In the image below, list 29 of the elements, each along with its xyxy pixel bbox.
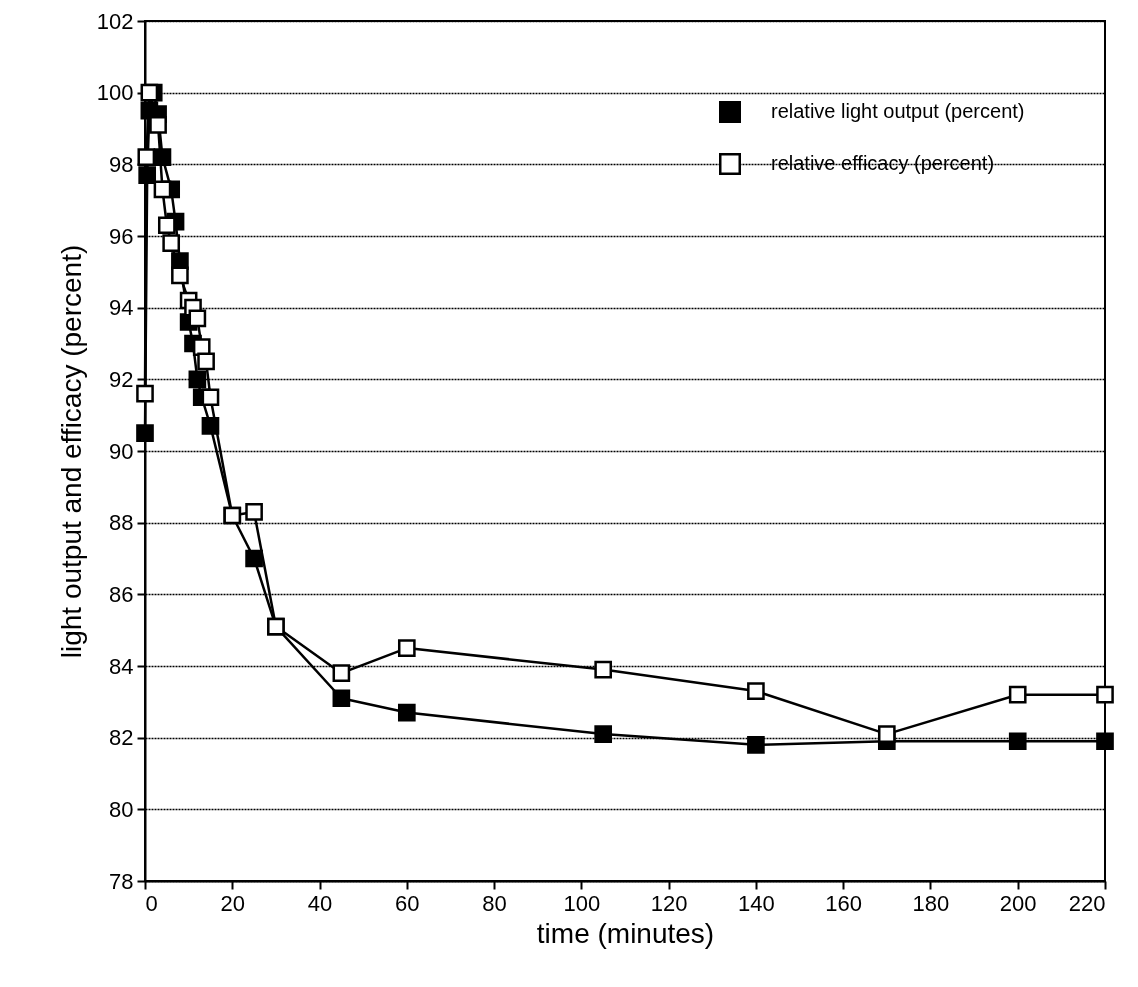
y-tick-label: 86 <box>109 581 134 607</box>
x-tick-label: 220 <box>1068 890 1106 916</box>
y-tick-label: 84 <box>109 653 134 679</box>
x-tick-label: 180 <box>912 890 950 916</box>
y-tick-label: 88 <box>109 510 134 536</box>
y-tick-label: 90 <box>109 438 134 464</box>
y-tick-label: 96 <box>109 223 134 249</box>
y-axis-title: light output and efficacy (percent) <box>55 244 87 659</box>
x-tick-label: 0 <box>145 890 158 916</box>
y-tick-label: 94 <box>109 295 134 321</box>
legend-label: relative efficacy (percent) <box>771 152 995 174</box>
x-tick-label: 200 <box>999 890 1037 916</box>
x-tick-label: 20 <box>220 890 246 916</box>
x-axis-title: time (minutes) <box>536 917 715 949</box>
x-tick-label: 100 <box>563 890 601 916</box>
y-tick-label: 82 <box>109 725 134 751</box>
y-tick-label: 100 <box>96 80 134 106</box>
x-tick-label: 160 <box>825 890 863 916</box>
x-tick-label: 60 <box>395 890 420 916</box>
x-tick-label: 80 <box>482 890 507 916</box>
x-tick-label: 40 <box>307 890 333 916</box>
x-tick-label: 120 <box>650 890 688 916</box>
legend-label: relative light output (percent) <box>771 100 1025 122</box>
y-tick-label: 80 <box>109 796 134 822</box>
y-tick-label: 98 <box>109 151 134 177</box>
y-tick-label: 102 <box>96 8 134 34</box>
y-tick-label: 78 <box>109 868 134 894</box>
x-tick-label: 140 <box>738 890 775 916</box>
y-tick-label: 92 <box>109 366 134 392</box>
